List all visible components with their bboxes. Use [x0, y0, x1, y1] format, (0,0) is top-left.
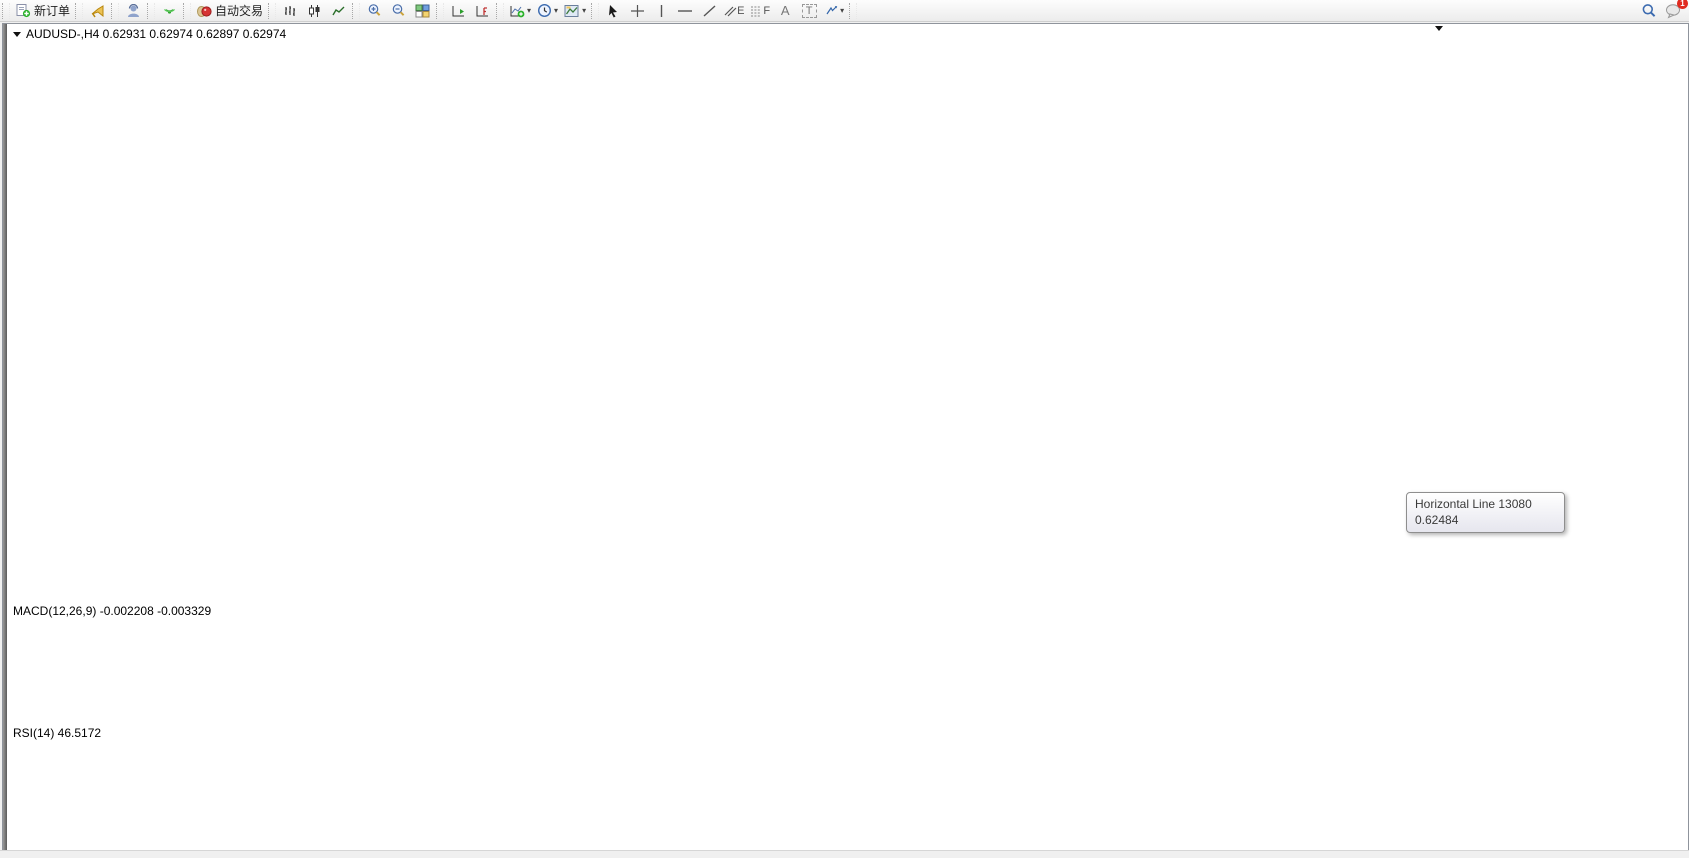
window-left-border[interactable] — [3, 24, 7, 851]
search-icon — [1641, 3, 1657, 19]
trendline-tool-button[interactable] — [697, 1, 721, 21]
horn-icon — [90, 4, 105, 18]
toolbar-grip — [849, 2, 858, 19]
fibonacci-icon — [750, 5, 763, 17]
chart-title: AUDUSD-,H4 0.62931 0.62974 0.62897 0.629… — [13, 27, 286, 41]
fibonacci-letter: F — [763, 4, 771, 17]
signal-icon — [162, 4, 177, 18]
toolbar-grip — [111, 2, 120, 19]
horizontal-line-tool-button[interactable] — [673, 1, 697, 21]
toolbar-grip — [2, 2, 10, 19]
bar-chart-icon — [283, 4, 298, 18]
vertical-line-icon — [656, 4, 667, 18]
arrows-tool-button[interactable]: ▾ — [821, 1, 847, 21]
toolbar-grip — [147, 2, 156, 19]
toolbar-grip — [183, 2, 192, 19]
macd-label: MACD(12,26,9) -0.002208 -0.003329 — [13, 604, 212, 618]
candlestick-mode-button[interactable] — [302, 1, 326, 21]
rsi-label: RSI(14) 46.5172 — [13, 726, 102, 740]
toolbar-grip — [268, 2, 277, 19]
toolbar-grip — [496, 2, 505, 19]
line-chart-icon — [331, 4, 346, 18]
tooltip-value: 0.62484 — [1415, 513, 1459, 527]
indicators-button[interactable]: ▾ — [506, 1, 534, 21]
candlestick-icon — [307, 4, 322, 18]
vertical-line-tool-button[interactable] — [649, 1, 673, 21]
template-icon — [564, 4, 580, 18]
text-label-tool-button[interactable]: T — [797, 1, 821, 21]
tile-windows-icon — [415, 4, 430, 18]
toolbar-grip — [436, 2, 445, 19]
toolbar-grip — [591, 2, 600, 19]
auto-scroll-icon — [451, 4, 466, 18]
chart-title-text: AUDUSD-,H4 0.62931 0.62974 0.62897 0.629… — [26, 27, 287, 41]
templates-button[interactable]: ▾ — [561, 1, 589, 21]
zoom-out-icon — [391, 3, 406, 18]
chart-shift-icon — [475, 4, 490, 18]
chat-badge: 1 — [1677, 0, 1688, 9]
tile-windows-button[interactable] — [410, 1, 434, 21]
bar-chart-mode-button[interactable] — [278, 1, 302, 21]
chat-button[interactable]: 1 — [1661, 0, 1688, 21]
horizontal-line-tooltip: Horizontal Line 13080 0.62484 — [1406, 492, 1565, 533]
window-menu-icon[interactable] — [1435, 26, 1443, 31]
toolbar-grip — [75, 2, 84, 19]
tooltip-title: Horizontal Line 13080 — [1415, 497, 1532, 511]
new-order-label: 新订单 — [34, 4, 71, 18]
chevron-down-icon: ▾ — [527, 6, 532, 15]
support-button[interactable] — [121, 1, 145, 21]
horizontal-line-icon — [677, 4, 693, 18]
line-chart-mode-button[interactable] — [326, 1, 350, 21]
cursor-icon — [607, 4, 620, 18]
autotrading-button[interactable]: 自动交易 — [193, 1, 266, 21]
chevron-down-icon: ▾ — [840, 6, 845, 15]
zoom-in-button[interactable] — [362, 1, 386, 21]
collapse-triangle-icon[interactable] — [13, 31, 21, 37]
search-button[interactable] — [1637, 1, 1661, 21]
chat-bubble-icon — [1665, 3, 1682, 19]
alerts-button[interactable] — [85, 1, 109, 21]
channel-letter: E — [737, 4, 745, 17]
chevron-down-icon: ▾ — [582, 6, 587, 15]
chart-shift-button[interactable] — [470, 1, 494, 21]
auto-scroll-button[interactable] — [446, 1, 470, 21]
toolbar-grip — [352, 2, 361, 19]
chart-window: AUDUSD-,H4 0.62931 0.62974 0.62897 0.629… — [2, 23, 1689, 852]
chevron-down-icon: ▾ — [554, 6, 559, 15]
new-order-icon — [15, 3, 31, 18]
trendline-icon — [702, 4, 717, 18]
zoom-out-button[interactable] — [386, 1, 410, 21]
clock-icon — [537, 3, 552, 18]
channel-tool-button[interactable]: E — [721, 1, 747, 21]
status-bar — [0, 850, 1689, 858]
periods-button[interactable]: ▾ — [534, 1, 561, 21]
fibonacci-tool-button[interactable]: F — [747, 1, 773, 21]
new-order-button[interactable]: 新订单 — [12, 1, 73, 21]
cursor-tool-button[interactable] — [601, 1, 625, 21]
signal-button[interactable] — [157, 1, 181, 21]
indicators-icon — [509, 4, 525, 18]
crosshair-tool-button[interactable] — [625, 1, 649, 21]
zoom-in-icon — [367, 3, 382, 18]
text-tool-button[interactable]: A — [773, 1, 797, 21]
text-label-letter: T — [801, 3, 817, 18]
text-tool-letter: A — [780, 3, 790, 18]
toolbar: 新订单 — [0, 0, 1689, 22]
autotrading-label: 自动交易 — [215, 4, 264, 18]
channel-icon — [724, 5, 737, 17]
crosshair-icon — [630, 4, 645, 18]
support-person-icon — [126, 3, 141, 18]
arrow-shapes-icon — [824, 4, 838, 17]
autotrading-icon — [196, 4, 212, 18]
